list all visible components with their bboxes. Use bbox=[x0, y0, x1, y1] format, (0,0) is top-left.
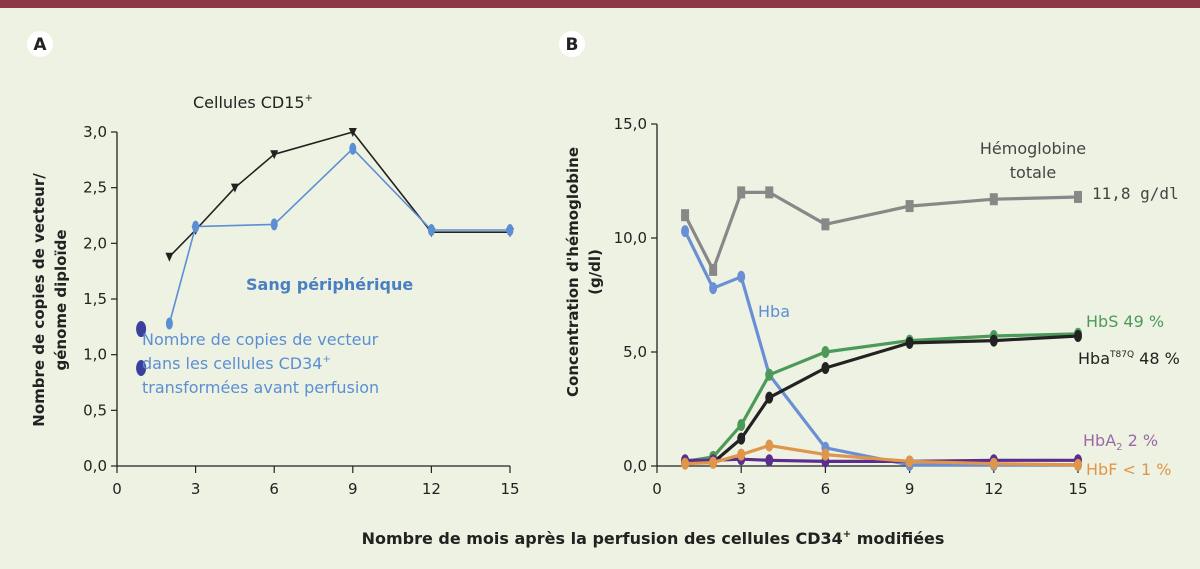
panel-a-xtick-label: 9 bbox=[348, 480, 358, 498]
panel-a-ytick-label: 0,0 bbox=[83, 457, 107, 475]
panel-a-point-cellules-cd15 bbox=[270, 150, 279, 160]
panel-a-xtick-label: 15 bbox=[500, 480, 519, 498]
panel-b-letter: B bbox=[566, 35, 579, 55]
panel-b-point-hba bbox=[681, 225, 690, 238]
hba2-label: HbA2 2 % bbox=[1083, 431, 1158, 453]
panel-b-xtick-label: 6 bbox=[821, 480, 831, 498]
panel-a-ylabel-line2: génome diploïde bbox=[52, 229, 70, 370]
panel-a-ytick-label: 1,5 bbox=[83, 290, 107, 308]
shared-x-label: Nombre de mois après la perfusion des ce… bbox=[362, 529, 945, 548]
panel-b-xtick-label: 0 bbox=[652, 480, 662, 498]
total-label-line2: totale bbox=[1010, 163, 1056, 182]
panel-b-point-hba bbox=[709, 282, 718, 295]
panel-b-point-hbat87q-48 bbox=[737, 432, 746, 445]
panel-b-point-hbf-1 bbox=[765, 439, 774, 452]
panel-a-point-sang-p-riph-rique bbox=[192, 220, 200, 233]
panel-a-xtick-label: 3 bbox=[191, 480, 201, 498]
total-label-line1: Hémoglobine bbox=[980, 139, 1086, 158]
panel-a-point-sang-p-riph-rique bbox=[165, 317, 173, 330]
panel-a-ytick-label: 0,5 bbox=[83, 401, 107, 419]
panel-b-ytick-label: 10,0 bbox=[614, 229, 647, 247]
panel-b-point-h-moglobine-totale bbox=[737, 186, 746, 199]
panel-b-xtick-label: 12 bbox=[984, 480, 1003, 498]
panel-b-point-hbat87q-48 bbox=[765, 391, 774, 404]
panel-a-series-line-cellules-cd15 bbox=[168, 131, 510, 258]
panel-b-point-hbf-1 bbox=[1074, 458, 1082, 471]
panel-a-title: Cellules CD15+ bbox=[193, 93, 313, 112]
panel-b-series-line-h-moglobine-totale bbox=[683, 190, 1079, 272]
panel-a-ytick-label: 1,0 bbox=[83, 346, 107, 364]
panel-b-point-hbat87q-48 bbox=[989, 334, 998, 347]
panel-b-point-h-moglobine-totale bbox=[765, 186, 774, 199]
note-point bbox=[136, 321, 147, 338]
panel-b-point-h-moglobine-totale bbox=[681, 209, 690, 222]
panel-b-ytick-label: 0,0 bbox=[623, 457, 647, 475]
panel-a-ylabel-line1: Nombre de copies de vecteur/ bbox=[30, 173, 48, 427]
panel-b-series-line-hbat87q-48 bbox=[685, 334, 1079, 465]
note-line-2: dans les cellules CD34+ bbox=[142, 354, 331, 373]
panel-b-point-hbf-1 bbox=[709, 456, 718, 469]
panel-b-point-hbs-49 bbox=[821, 346, 830, 358]
panel-b-point-hbs-49 bbox=[765, 368, 774, 381]
panel-b-point-hbf-1 bbox=[989, 457, 998, 470]
panel-b-ytick-label: 5,0 bbox=[623, 343, 647, 361]
note-point bbox=[136, 360, 147, 377]
panel-b-xtick-label: 9 bbox=[905, 480, 915, 498]
panel-b-xtick-label: 3 bbox=[736, 480, 746, 498]
panel-a-xtick-label: 0 bbox=[112, 480, 122, 498]
hbf-label: HbF < 1 % bbox=[1086, 460, 1171, 479]
panel-a-xtick-label: 12 bbox=[422, 480, 441, 498]
panel-b-point-h-moglobine-totale bbox=[821, 218, 830, 231]
panel-b-ytick-label: 15,0 bbox=[614, 115, 647, 133]
panel-b-ylabel-line2: (g/dl) bbox=[586, 249, 604, 295]
panel-b-point-h-moglobine-totale bbox=[709, 263, 718, 276]
panel-b-point-hbf-1 bbox=[681, 457, 690, 470]
note-line-1: Nombre de copies de vecteur bbox=[142, 330, 379, 349]
panel-a: A Cellules CD15+ 0,0 0,5 1,0 1,5 2,0 2,5 3,0 0… bbox=[27, 31, 520, 498]
panel-a-point-sang-p-riph-rique bbox=[270, 218, 278, 231]
panel-b-point-hbs-49 bbox=[737, 418, 746, 431]
panel-b-badge bbox=[559, 31, 585, 57]
panel-a-point-sang-p-riph-rique bbox=[427, 223, 435, 236]
panel-a-point-sang-p-riph-rique bbox=[349, 142, 357, 155]
panel-b-point-hbf-1 bbox=[905, 455, 914, 468]
panel-b-point-hbf-1 bbox=[737, 448, 746, 461]
panel-a-xtick-label: 6 bbox=[269, 480, 279, 498]
panel-a-point-cellules-cd15 bbox=[348, 128, 357, 137]
panel-b: B 0,0 5,0 10,0 15,0 0 3 6 9 12 15 Concentration … bbox=[559, 31, 1180, 498]
top-bar bbox=[0, 0, 1200, 8]
panel-b-series-line-hba bbox=[683, 230, 1078, 467]
panel-a-point-sang-p-riph-rique bbox=[506, 223, 514, 236]
panel-a-badge bbox=[27, 31, 53, 57]
panel-b-point-hba bbox=[737, 270, 746, 283]
panel-a-ytick-label: 3,0 bbox=[83, 123, 107, 141]
hbs-label: HbS 49 % bbox=[1086, 312, 1164, 331]
panel-b-series-line-hbf-1 bbox=[685, 443, 1079, 467]
panel-a-ytick-label: 2,5 bbox=[83, 179, 107, 197]
panel-b-xtick-label: 15 bbox=[1068, 480, 1087, 498]
panel-a-point-cellules-cd15 bbox=[230, 183, 239, 193]
panel-b-point-hbf-1 bbox=[821, 448, 830, 461]
panel-a-letter: A bbox=[33, 35, 47, 55]
note-line-3: transformées avant perfusion bbox=[142, 378, 379, 397]
panel-b-point-hbat87q-48 bbox=[821, 361, 830, 374]
panel-a-point-cellules-cd15 bbox=[165, 252, 174, 262]
panel-a-series-line-sang-p-riph-rique bbox=[168, 147, 510, 324]
panel-b-point-h-moglobine-totale bbox=[1074, 190, 1082, 203]
total-value-label: 11,8 g/dl bbox=[1092, 184, 1179, 203]
sang-peripherique-label: Sang périphérique bbox=[246, 275, 413, 294]
panel-a-ytick-label: 2,0 bbox=[83, 234, 107, 252]
hba-label: Hba bbox=[758, 302, 790, 321]
panel-b-point-h-moglobine-totale bbox=[989, 193, 998, 206]
panel-b-series-line-hbs-49 bbox=[684, 332, 1079, 463]
panel-b-point-hbat87q-48 bbox=[905, 336, 914, 349]
panel-b-point-hba2-2 bbox=[765, 454, 774, 467]
panel-b-ylabel-line1: Concentration d'hémoglobine bbox=[564, 147, 582, 397]
panel-b-point-h-moglobine-totale bbox=[905, 200, 914, 213]
panel-b-point-hbat87q-48 bbox=[1074, 330, 1082, 343]
t87q-label: HbaT87Q 48 % bbox=[1078, 349, 1180, 368]
